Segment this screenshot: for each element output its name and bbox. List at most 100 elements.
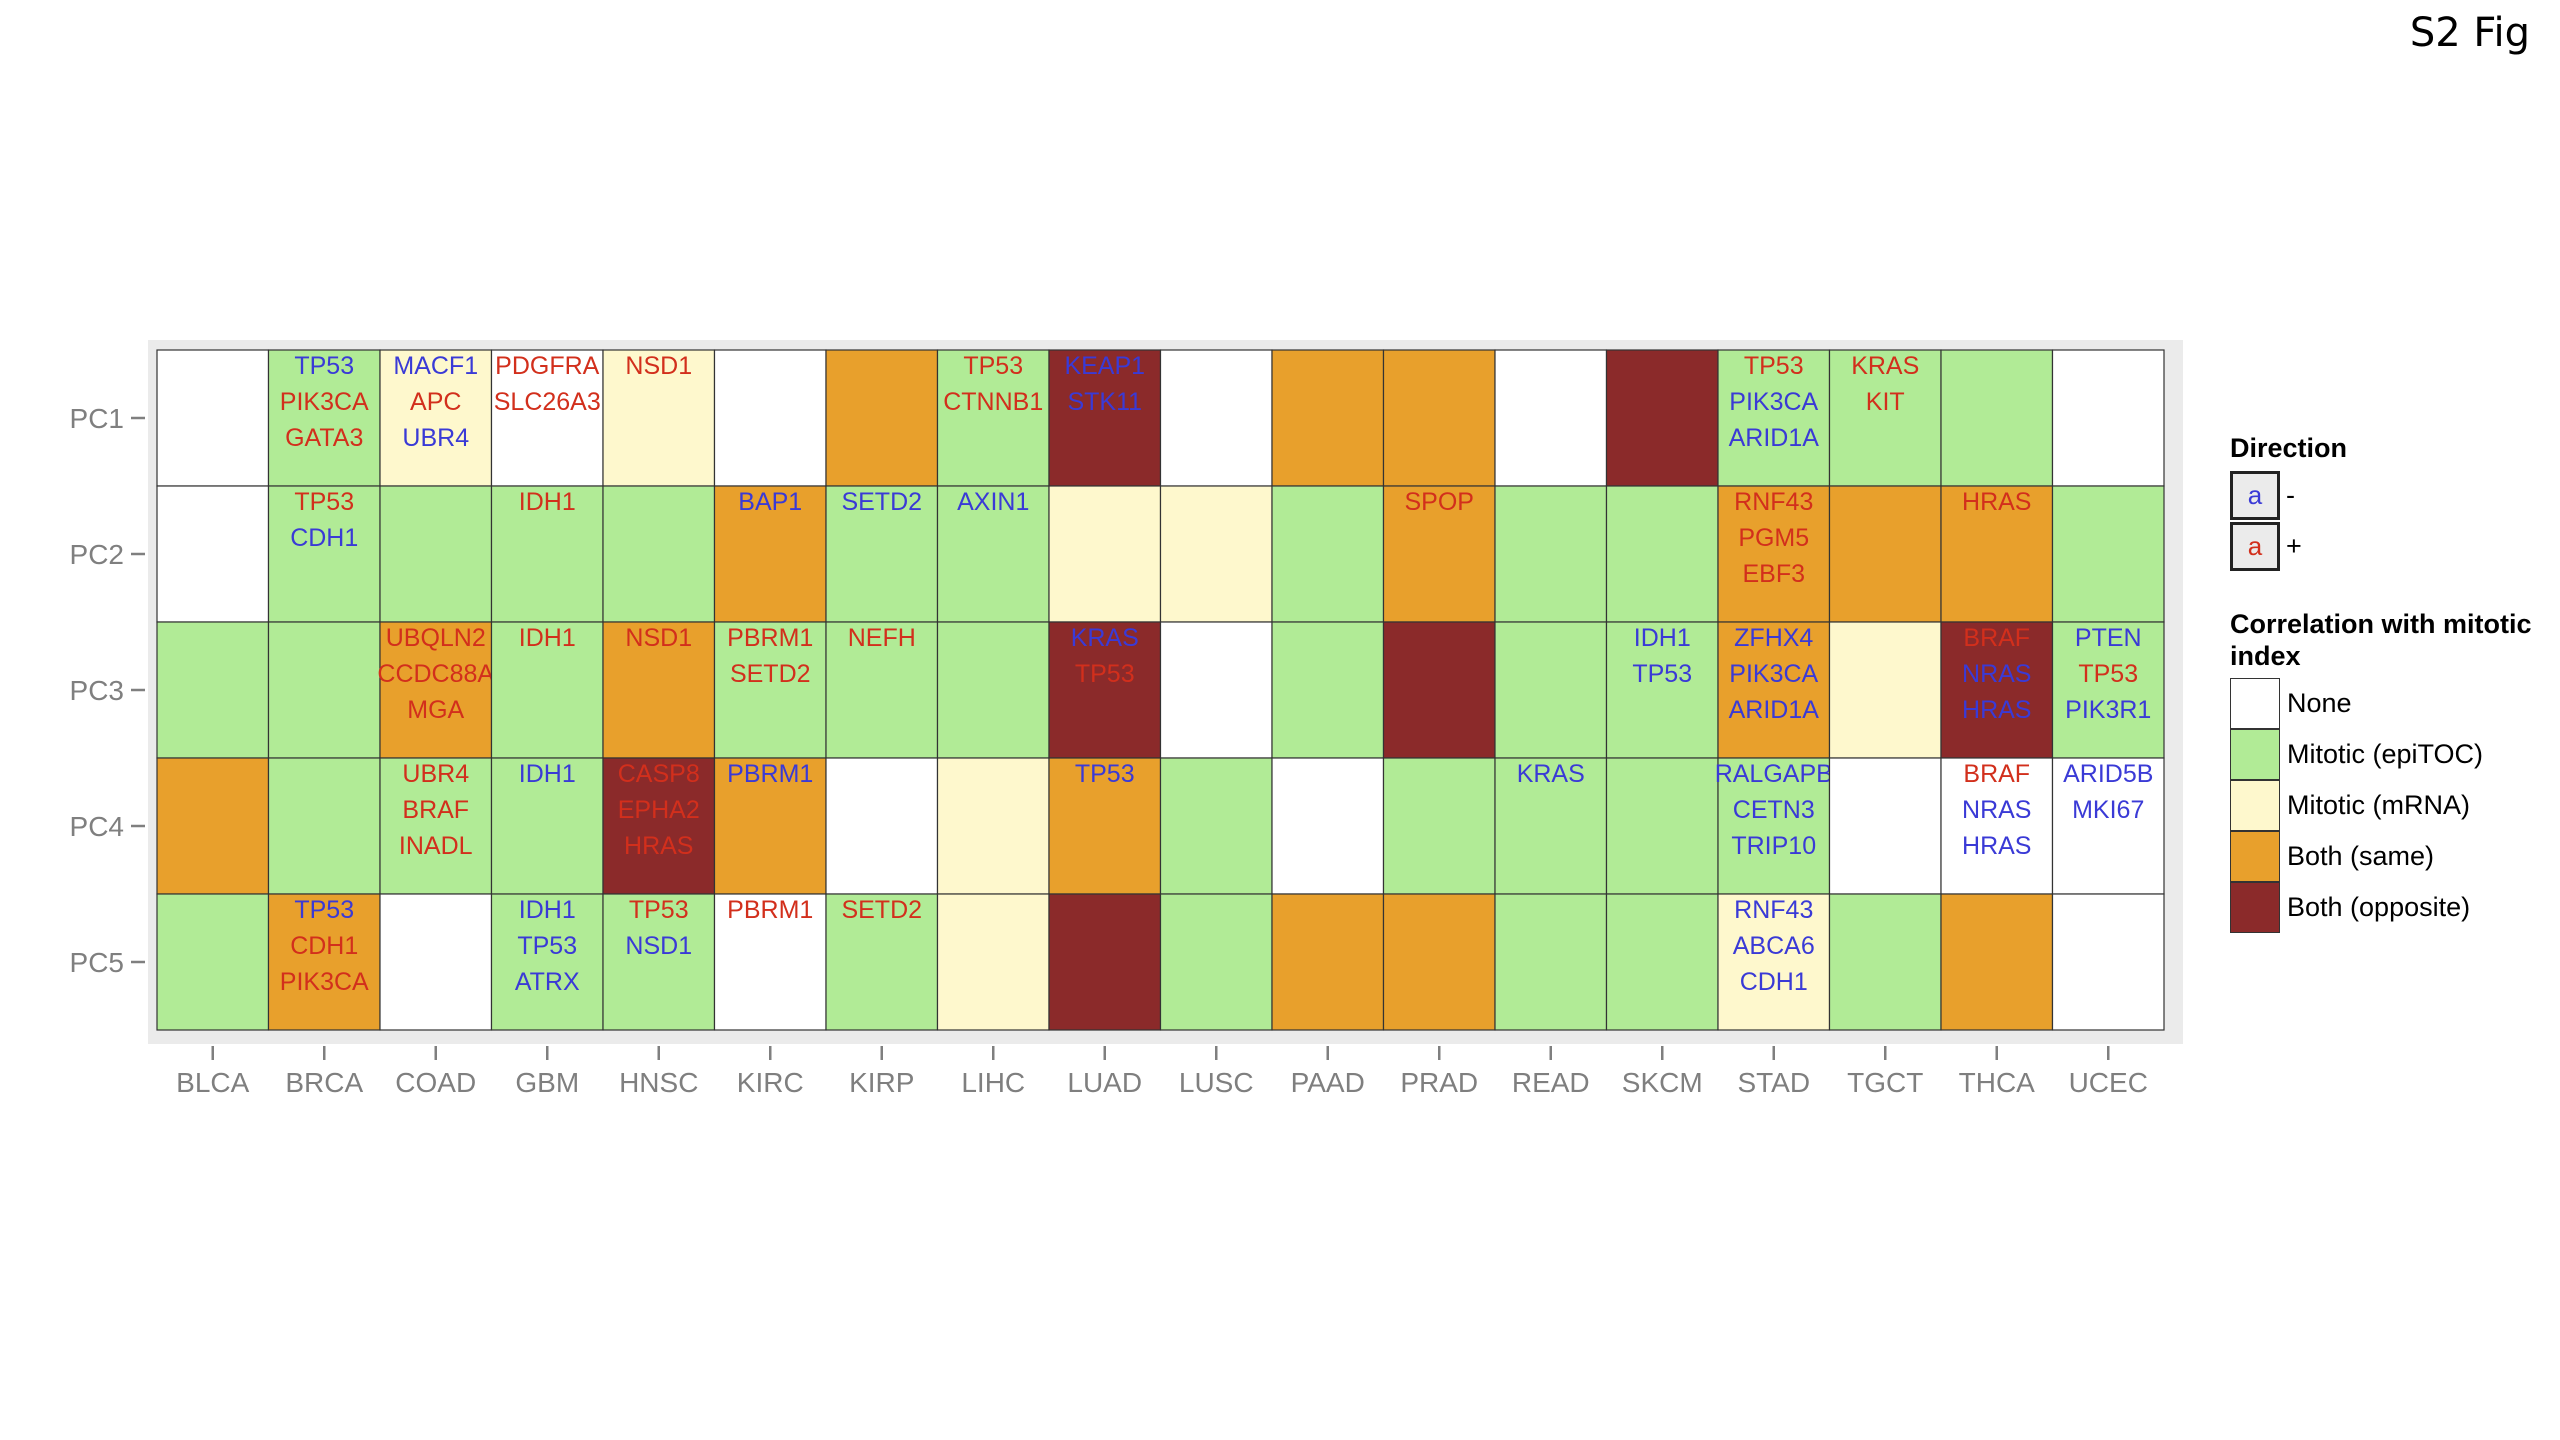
direction-glyph-positive: a	[2247, 531, 2263, 561]
legend-item-both-same: Both (same)	[2230, 831, 2560, 882]
cell-pc2-thca-gene-hras: HRAS	[1962, 488, 2031, 516]
cell-pc5-lihc	[936, 893, 1050, 1031]
cell-pc1-stad-gene-tp53: TP53	[1744, 352, 1804, 380]
legend-key-mitotic-mrna	[2230, 780, 2280, 831]
cell-pc1-kirp	[825, 349, 939, 487]
cell-pc4-ucec	[2051, 757, 2165, 895]
cell-pc5-stad	[1717, 893, 1831, 1031]
cell-pc4-thca-gene-hras: HRAS	[1962, 832, 2031, 860]
cell-pc4-gbm	[490, 757, 604, 895]
direction-legend-title: Direction	[2230, 433, 2348, 463]
cell-pc2-tgct	[1828, 485, 1942, 623]
cell-pc5-luad	[1048, 893, 1162, 1031]
xtick-label-ucec: UCEC	[2069, 1067, 2148, 1098]
cell-pc1-stad-gene-arid1a: ARID1A	[1729, 424, 1820, 452]
xtick-label-lihc: LIHC	[961, 1067, 1025, 1098]
cell-pc2-hnsc	[602, 485, 716, 623]
cell-pc2-read	[1494, 485, 1608, 623]
cell-pc4-kirp	[825, 757, 939, 895]
xtick-label-kirp: KIRP	[849, 1067, 914, 1098]
cell-pc5-prad	[1382, 893, 1496, 1031]
cell-pc4-stad-gene-cetn3: CETN3	[1733, 796, 1815, 824]
xtick-label-blca: BLCA	[176, 1067, 249, 1098]
cell-pc3-gbm-gene-idh1: IDH1	[519, 624, 576, 652]
cell-pc2-brca-gene-cdh1: CDH1	[290, 524, 358, 552]
cell-pc3-paad	[1271, 621, 1385, 759]
cell-pc3-thca	[1940, 621, 2054, 759]
cell-pc5-kirp	[825, 893, 939, 1031]
cell-pc2-stad-gene-rnf43: RNF43	[1734, 488, 1813, 516]
direction-symbol-positive: +	[2286, 531, 2302, 561]
cell-pc2-kirc	[713, 485, 827, 623]
legend-item-both-opposite: Both (opposite)	[2230, 882, 2560, 933]
cell-pc4-luad	[1048, 757, 1162, 895]
cell-pc3-stad	[1717, 621, 1831, 759]
cell-pc5-hnsc-gene-nsd1: NSD1	[625, 932, 692, 960]
cell-pc3-ucec-gene-pik3r1: PIK3R1	[2065, 696, 2151, 724]
ytick-label-pc1: PC1	[70, 403, 124, 434]
legend-key-mitotic-epitoc	[2230, 729, 2280, 780]
cell-pc2-skcm	[1605, 485, 1719, 623]
cell-pc4-thca-gene-nras: NRAS	[1962, 796, 2031, 824]
direction-legend: a - a +	[2230, 470, 2560, 572]
direction-glyph-negative: a	[2247, 480, 2263, 510]
cell-pc4-coad	[379, 757, 493, 895]
cell-pc3-skcm	[1605, 621, 1719, 759]
cell-pc4-kirc	[713, 757, 827, 895]
y-axis: PC1 PC2 PC3 PC4 PC5	[70, 403, 145, 978]
figure-label: S2 Fig	[2409, 10, 2530, 56]
cell-pc5-stad-gene-rnf43: RNF43	[1734, 896, 1813, 924]
cell-pc1-skcm	[1605, 349, 1719, 487]
legend-label-mitotic-mrna: Mitotic (mRNA)	[2287, 790, 2470, 820]
cell-pc4-stad-gene-trip10: TRIP10	[1731, 832, 1816, 860]
cell-pc1-prad	[1382, 349, 1496, 487]
cell-pc3-skcm-gene-tp53: TP53	[1632, 660, 1692, 688]
ytick-label-pc4: PC4	[70, 811, 124, 842]
xtick-label-read: READ	[1512, 1067, 1590, 1098]
cell-pc2-prad-gene-spop: SPOP	[1405, 488, 1474, 516]
xtick-label-tgct: TGCT	[1847, 1067, 1923, 1098]
cell-pc4-hnsc-gene-casp8: CASP8	[618, 760, 700, 788]
cell-pc5-hnsc	[602, 893, 716, 1031]
cell-pc5-kirc-gene-pbrm1: PBRM1	[727, 896, 813, 924]
cell-pc5-paad	[1271, 893, 1385, 1031]
cell-pc1-luad-gene-stk11: STK11	[1067, 388, 1142, 416]
cell-pc2-blca	[156, 485, 270, 623]
cell-pc4-read	[1494, 757, 1608, 895]
cell-pc1-hnsc-gene-nsd1: NSD1	[625, 352, 692, 380]
correlation-legend: None Mitotic (epiTOC) Mitotic (mRNA) Both (…	[2230, 678, 2560, 933]
cell-pc3-luad-gene-tp53: TP53	[1075, 660, 1135, 688]
cell-pc4-coad-gene-ubr4: UBR4	[402, 760, 469, 788]
cell-pc4-thca	[1940, 757, 2054, 895]
cell-pc3-read	[1494, 621, 1608, 759]
ytick-label-pc3: PC3	[70, 675, 124, 706]
cell-pc3-stad-gene-pik3ca: PIK3CA	[1729, 660, 1818, 688]
xtick-label-luad: LUAD	[1067, 1067, 1142, 1098]
xtick-label-hnsc: HNSC	[619, 1067, 698, 1098]
cell-pc3-gbm	[490, 621, 604, 759]
cell-pc1-brca-gene-tp53: TP53	[294, 352, 354, 380]
cell-pc5-brca	[267, 893, 381, 1031]
cell-pc2-lihc	[936, 485, 1050, 623]
cell-pc3-ucec-gene-pten: PTEN	[2075, 624, 2142, 652]
cell-pc4-ucec-gene-arid5b: ARID5B	[2063, 760, 2153, 788]
legend-item-mitotic-mrna: Mitotic (mRNA)	[2230, 780, 2560, 831]
cell-pc4-luad-gene-tp53: TP53	[1075, 760, 1135, 788]
cell-pc2-paad	[1271, 485, 1385, 623]
cell-pc4-coad-gene-braf: BRAF	[402, 796, 469, 824]
cell-pc5-kirp-gene-setd2: SETD2	[841, 896, 922, 924]
cell-pc2-prad	[1382, 485, 1496, 623]
cell-pc4-tgct	[1828, 757, 1942, 895]
cell-pc3-kirc-gene-pbrm1: PBRM1	[727, 624, 813, 652]
cell-pc5-stad-gene-abca6: ABCA6	[1733, 932, 1815, 960]
cell-pc3-hnsc-gene-nsd1: NSD1	[625, 624, 692, 652]
cell-pc1-brca-gene-gata3: GATA3	[285, 424, 363, 452]
cell-pc3-ucec	[2051, 621, 2165, 759]
cell-pc3-kirc	[713, 621, 827, 759]
cell-pc3-coad-gene-mga: MGA	[407, 696, 464, 724]
cell-pc1-stad	[1717, 349, 1831, 487]
legend-label-mitotic-epitoc: Mitotic (epiTOC)	[2287, 739, 2484, 769]
cell-pc4-coad-gene-inadl: INADL	[399, 832, 473, 860]
cell-pc3-kirp-gene-nefh: NEFH	[848, 624, 916, 652]
